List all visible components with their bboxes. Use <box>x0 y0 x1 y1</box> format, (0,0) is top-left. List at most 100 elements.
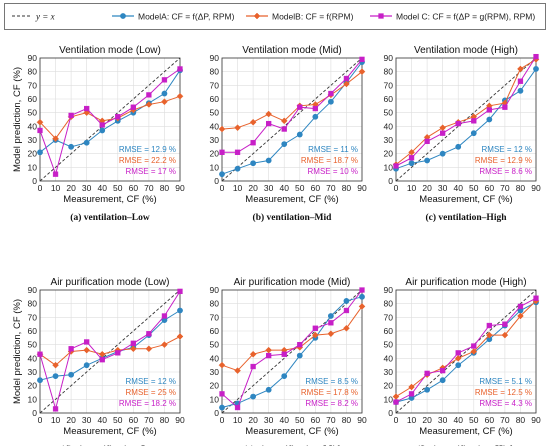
data-point <box>533 295 539 301</box>
series-line <box>221 296 363 408</box>
data-point <box>146 331 152 337</box>
data-point <box>130 104 136 110</box>
x-axis-label: Measurement, CF (%) <box>245 426 338 437</box>
data-point <box>52 373 59 379</box>
data-point <box>471 343 477 349</box>
panel-caption: (a) ventilation–Low <box>70 212 150 223</box>
rmse-label: RMSE = 12 % <box>482 145 532 154</box>
y-tick-label: 20 <box>384 381 394 391</box>
y-tick-label: 20 <box>210 149 220 159</box>
data-point <box>281 373 288 379</box>
data-point <box>297 342 303 348</box>
rmse-label: RMSE = 5.1 % <box>479 377 532 386</box>
data-point <box>146 92 152 98</box>
y-tick-label: 40 <box>210 353 220 363</box>
data-point <box>176 333 184 340</box>
data-point <box>281 351 287 357</box>
rmse-label: RMSE = 11 % <box>308 145 358 154</box>
data-point <box>265 157 272 164</box>
legend-box <box>4 3 546 30</box>
x-tick-label: 30 <box>438 415 448 425</box>
data-point <box>52 135 59 142</box>
data-point <box>296 131 303 138</box>
data-point <box>343 307 350 314</box>
y-tick-label: 90 <box>384 285 394 295</box>
y-tick-label: 60 <box>210 94 220 104</box>
y-tick-label: 70 <box>28 312 38 322</box>
y-tick-label: 50 <box>28 340 38 350</box>
data-point <box>219 391 225 397</box>
x-tick-label: 50 <box>469 415 479 425</box>
y-axis-label: Model prediction, CF (%) <box>12 67 23 172</box>
x-tick-label: 60 <box>311 415 321 425</box>
data-point <box>343 298 350 304</box>
chart-title: Ventilation mode (Low) <box>59 45 161 56</box>
data-point <box>312 105 318 112</box>
x-axis-label: Measurement, CF (%) <box>245 194 338 205</box>
x-tick-label: 60 <box>485 183 495 193</box>
y-tick-label: 0 <box>32 408 37 418</box>
rmse-label: RMSE = 17.8 % <box>301 388 358 397</box>
y-tick-label: 0 <box>388 408 393 418</box>
legend-entry-label: ModelA: CF = f(ΔP, RPM) <box>138 12 235 22</box>
x-tick-label: 50 <box>295 183 305 193</box>
data-point <box>265 386 272 393</box>
data-point <box>68 346 74 352</box>
data-point <box>297 104 303 110</box>
data-point <box>502 104 508 110</box>
legend-marker <box>378 13 384 19</box>
data-point <box>250 363 256 370</box>
data-point <box>234 124 241 132</box>
data-point <box>517 78 524 84</box>
data-point <box>455 362 462 369</box>
data-point <box>424 370 430 377</box>
rmse-label: RMSE = 17 % <box>126 167 176 176</box>
caption-text: ventilation–Low <box>84 213 150 223</box>
y-tick-label: 50 <box>210 108 220 118</box>
chart-title: Ventilation mode (Mid) <box>242 45 342 56</box>
series-line <box>221 71 363 130</box>
data-point <box>517 87 524 94</box>
plot-area <box>221 289 363 414</box>
data-point <box>68 112 74 119</box>
x-tick-label: 50 <box>113 415 123 425</box>
x-tick-label: 30 <box>82 415 92 425</box>
x-tick-label: 20 <box>248 183 258 193</box>
x-tick-label: 10 <box>233 415 243 425</box>
data-point <box>219 171 225 178</box>
data-point <box>393 399 399 405</box>
caption-label: (f) <box>417 444 429 446</box>
x-tick-label: 10 <box>51 183 61 193</box>
data-point <box>501 331 509 339</box>
data-point <box>249 350 257 358</box>
series-line <box>221 61 363 175</box>
rmse-label: RMSE = 8.2 % <box>305 399 358 408</box>
data-point <box>99 122 105 128</box>
data-point <box>533 66 539 72</box>
legend-entry-label: ModelB: CF = f(RPM) <box>272 12 354 22</box>
rmse-label: RMSE = 12.5 % <box>475 388 532 397</box>
data-point <box>99 127 106 134</box>
x-tick-label: 80 <box>342 415 352 425</box>
data-point <box>358 68 366 76</box>
data-point <box>408 155 415 161</box>
data-point <box>234 149 241 155</box>
y-tick-label: 80 <box>210 67 220 77</box>
y-tick-label: 80 <box>210 299 220 309</box>
rmse-label: RMSE = 8.6 % <box>479 167 532 176</box>
rmse-label: RMSE = 22.2 % <box>119 156 176 165</box>
data-point <box>177 307 183 314</box>
y-tick-label: 30 <box>210 367 220 377</box>
data-point <box>177 288 183 295</box>
data-point <box>440 367 446 374</box>
legend-entry-label: Model C: CF = f(ΔP = g(RPM), RPM) <box>396 12 535 22</box>
x-tick-label: 0 <box>394 183 399 193</box>
data-point <box>517 312 524 320</box>
data-point <box>327 330 335 338</box>
x-tick-label: 40 <box>453 415 463 425</box>
rmse-label: RMSE = 18.7 % <box>301 156 358 165</box>
data-point <box>234 404 241 411</box>
x-tick-label: 0 <box>38 183 43 193</box>
x-tick-label: 20 <box>248 415 258 425</box>
data-point <box>161 98 168 106</box>
